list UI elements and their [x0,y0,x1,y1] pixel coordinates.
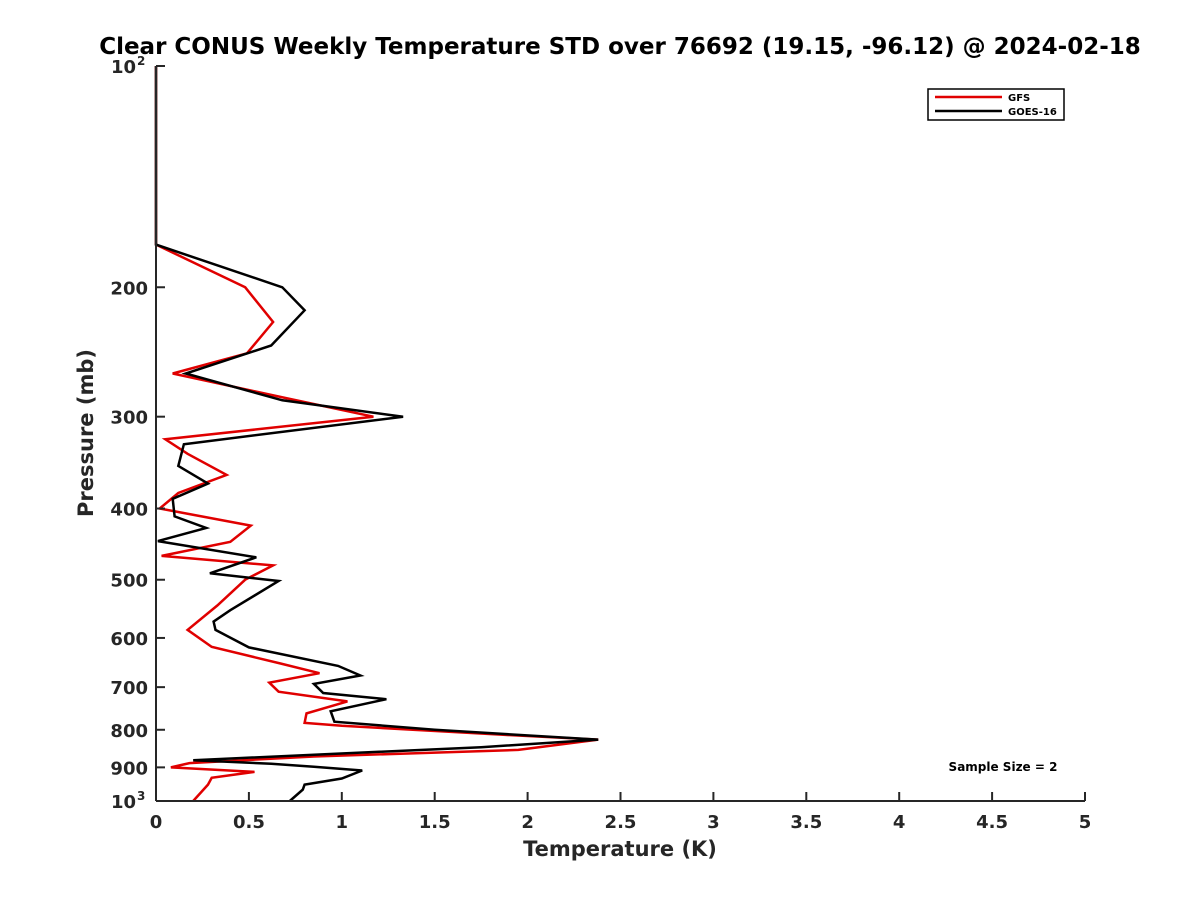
x-tick-label: 5 [1079,812,1092,833]
x-tick-label: 4.5 [976,812,1008,833]
y-tick-label: 10 [111,792,136,813]
y-tick-label: 10 [111,57,136,78]
x-tick-label: 3 [707,812,720,833]
y-tick-label: 500 [110,571,148,592]
x-tick-label: 2.5 [605,812,637,833]
x-tick-label: 4 [893,812,906,833]
y-tick-exponent: 3 [137,789,145,803]
y-axis-label: Pressure (mb) [74,349,98,517]
x-tick-label: 3.5 [790,812,822,833]
legend-box [927,88,1065,121]
series-line-goes16 [154,66,599,802]
y-tick-label: 600 [110,629,148,650]
x-tick-label: 0.5 [233,812,265,833]
x-ticks: 0 0.5 1 1.5 2 2.5 3 3.5 4 4.5 5 [150,792,1092,833]
legend-label-goes16: GOES-16 [1008,107,1057,118]
y-tick-label: 400 [110,500,148,521]
y-tick-exponent: 2 [137,54,145,68]
y-tick-label: 300 [110,408,148,429]
legend-label-gfs: GFS [1008,93,1030,104]
legend: GFS GOES-16 [927,88,1065,121]
x-tick-label: 2 [521,812,534,833]
y-tick-label: 700 [110,678,148,699]
chart-title: Clear CONUS Weekly Temperature STD over … [99,34,1141,60]
x-axis-label: Temperature (K) [523,837,717,861]
x-tick-label: 1 [336,812,349,833]
x-tick-label: 0 [150,812,163,833]
y-tick-label: 200 [110,278,148,299]
y-tick-label: 800 [110,721,148,742]
series-layer [154,66,599,802]
x-tick-label: 1.5 [419,812,451,833]
sample-size-annotation: Sample Size = 2 [949,760,1058,774]
y-tick-label: 900 [110,758,148,779]
